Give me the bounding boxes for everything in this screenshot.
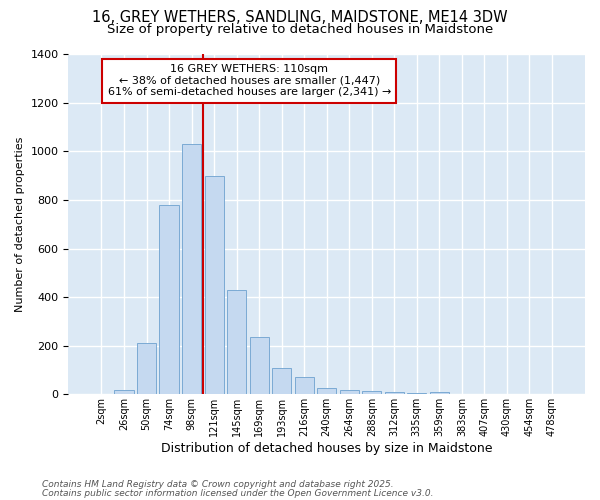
Bar <box>160 205 179 394</box>
Bar <box>272 368 291 394</box>
Text: 16 GREY WETHERS: 110sqm
← 38% of detached houses are smaller (1,447)
61% of semi: 16 GREY WETHERS: 110sqm ← 38% of detache… <box>107 64 391 98</box>
Bar <box>385 392 404 394</box>
X-axis label: Distribution of detached houses by size in Maidstone: Distribution of detached houses by size … <box>161 442 493 455</box>
Bar <box>295 378 314 394</box>
Text: Contains HM Land Registry data © Crown copyright and database right 2025.: Contains HM Land Registry data © Crown c… <box>42 480 394 489</box>
Bar <box>227 290 246 395</box>
Bar <box>340 390 359 394</box>
Bar <box>205 176 224 394</box>
Bar <box>137 344 156 394</box>
Bar <box>115 390 134 394</box>
Bar <box>430 392 449 394</box>
Bar <box>250 338 269 394</box>
Bar <box>407 393 427 394</box>
Bar <box>362 391 382 394</box>
Text: Contains public sector information licensed under the Open Government Licence v3: Contains public sector information licen… <box>42 488 433 498</box>
Bar <box>317 388 336 394</box>
Text: 16, GREY WETHERS, SANDLING, MAIDSTONE, ME14 3DW: 16, GREY WETHERS, SANDLING, MAIDSTONE, M… <box>92 10 508 25</box>
Bar <box>182 144 201 395</box>
Text: Size of property relative to detached houses in Maidstone: Size of property relative to detached ho… <box>107 22 493 36</box>
Y-axis label: Number of detached properties: Number of detached properties <box>15 136 25 312</box>
